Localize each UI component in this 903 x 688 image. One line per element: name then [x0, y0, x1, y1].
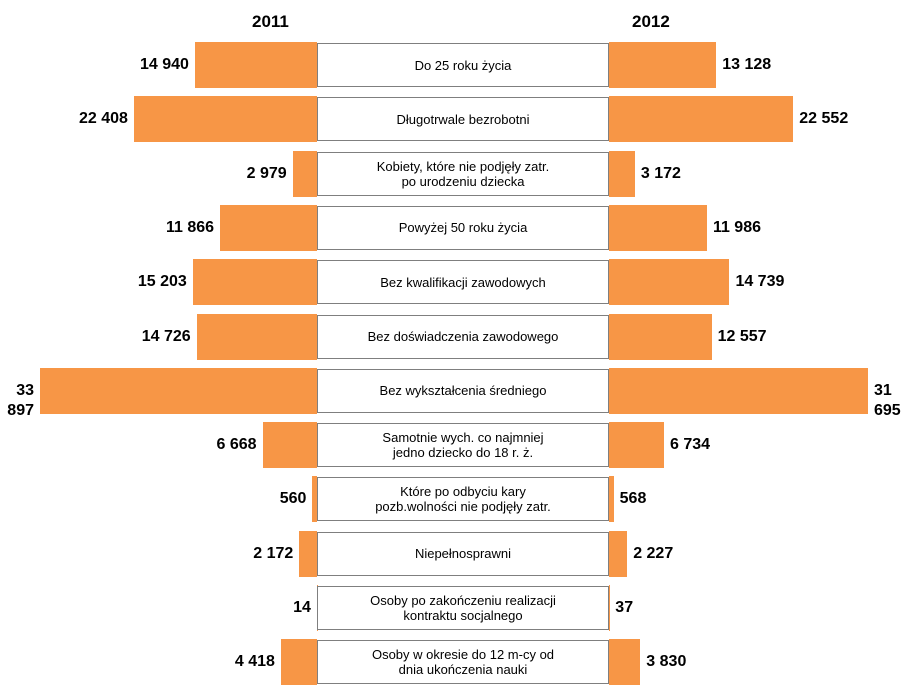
- bar: [609, 476, 614, 523]
- category-box: Samotnie wych. co najmniej jedno dziecko…: [317, 423, 609, 468]
- value-label: 11 866: [165, 218, 215, 236]
- value-label: 11 986: [712, 218, 761, 236]
- value-label: 568: [619, 490, 647, 508]
- bar: [609, 150, 635, 197]
- value-label: 2 979: [246, 164, 287, 182]
- category-box: Niepełnosprawni: [317, 531, 609, 576]
- value-label: 4 418: [234, 653, 275, 671]
- bar: [220, 204, 317, 251]
- value-label: 14: [293, 599, 311, 616]
- value-label: 6 668: [216, 436, 257, 454]
- value-label: 6 734: [670, 436, 711, 454]
- category-box: Bez doświadczenia zawodowego: [317, 314, 609, 359]
- bar: [312, 476, 317, 523]
- value-label: 12 557: [717, 327, 767, 345]
- bar: [262, 422, 317, 469]
- bar: [280, 639, 317, 686]
- value-label: 31 695: [874, 381, 901, 419]
- value-label: 14 726: [141, 327, 191, 345]
- bar: [609, 313, 712, 360]
- bar: [609, 422, 665, 469]
- bar: [133, 96, 317, 143]
- category-box: Które po odbyciu kary pozb.wolności nie …: [317, 477, 609, 522]
- category-box: Kobiety, które nie podjęły zatr. po urod…: [317, 151, 609, 196]
- value-label: 2 227: [633, 544, 674, 562]
- legend-entry: 2012: [632, 12, 670, 31]
- value-label: 22 408: [78, 110, 128, 128]
- bar: [192, 259, 317, 306]
- legend-entry: 2011: [252, 12, 289, 31]
- category-box: Osoby po zakończeniu realizacji kontrakt…: [317, 586, 609, 630]
- value-label: 37: [615, 599, 634, 616]
- value-label: 14 739: [735, 273, 785, 291]
- bar: [609, 367, 868, 414]
- bar: [609, 530, 628, 577]
- bar: [196, 313, 317, 360]
- category-box: Osoby w okresie do 12 m-cy od dnia ukońc…: [317, 640, 609, 685]
- value-label: 3 830: [646, 653, 687, 671]
- bar: [292, 150, 317, 197]
- bar: [609, 42, 717, 88]
- bar: [609, 204, 707, 251]
- value-label: 13 128: [722, 56, 772, 73]
- value-label: 15 203: [137, 273, 187, 291]
- bar: [40, 367, 317, 414]
- bar: [299, 530, 317, 577]
- value-label: 22 552: [799, 110, 849, 128]
- value-label: 2 172: [253, 544, 294, 562]
- value-label: 560: [279, 490, 307, 508]
- category-box: Długotrwale bezrobotni: [317, 97, 609, 142]
- bar: [609, 639, 641, 686]
- category-box: Powyżej 50 roku życia: [317, 205, 609, 250]
- value-label: 3 172: [640, 164, 681, 182]
- bar: [609, 259, 730, 306]
- bar: [194, 42, 317, 88]
- value-label: 14 940: [139, 56, 189, 73]
- value-label: 33 897: [7, 381, 34, 419]
- bar: [609, 96, 794, 143]
- category-box: Bez kwalifikacji zawodowych: [317, 260, 609, 305]
- category-box: Do 25 roku życia: [317, 43, 609, 87]
- category-box: Bez wykształcenia średniego: [317, 368, 609, 413]
